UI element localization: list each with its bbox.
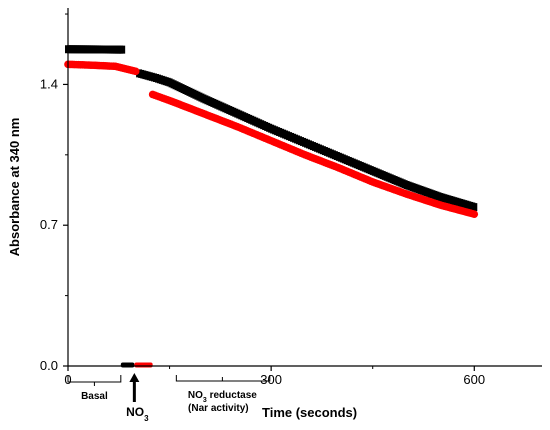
x-tick-label: 300 bbox=[260, 372, 282, 387]
arrow-up-icon bbox=[129, 373, 140, 402]
basal-bracket bbox=[67, 375, 122, 386]
reductase-rest: reductase bbox=[207, 390, 257, 401]
baseline-mark bbox=[134, 362, 153, 368]
x-tick-label: 600 bbox=[463, 372, 485, 387]
reductase-sub: 3 bbox=[203, 397, 207, 404]
red-series-point bbox=[131, 67, 140, 76]
black-series-point bbox=[471, 203, 478, 212]
baseline-mark bbox=[120, 362, 135, 368]
y-tick-label: 1.4 bbox=[40, 76, 58, 91]
reductase-bracket bbox=[175, 375, 271, 382]
y-tick-label: 0.0 bbox=[40, 358, 58, 373]
nar-activity-label: (Nar activity) bbox=[188, 403, 249, 414]
no3-sub: 3 bbox=[144, 414, 149, 423]
data-marks bbox=[64, 45, 479, 368]
black-series-point bbox=[119, 45, 126, 54]
reductase-label: NO3 reductase bbox=[188, 390, 257, 404]
y-axis-label: Absorbance at 340 nm bbox=[7, 118, 22, 257]
no3-base: NO bbox=[126, 405, 144, 419]
no3-label: NO3 bbox=[126, 405, 149, 423]
x-axis-label: Time (seconds) bbox=[262, 405, 357, 420]
y-tick-label: 0.7 bbox=[40, 217, 58, 232]
red-series-point bbox=[470, 210, 479, 218]
reductase-base: NO bbox=[188, 390, 203, 401]
basal-label: Basal bbox=[81, 391, 108, 402]
annotations: Basal NO3 NO3 reductase (Nar activity) bbox=[67, 373, 271, 423]
